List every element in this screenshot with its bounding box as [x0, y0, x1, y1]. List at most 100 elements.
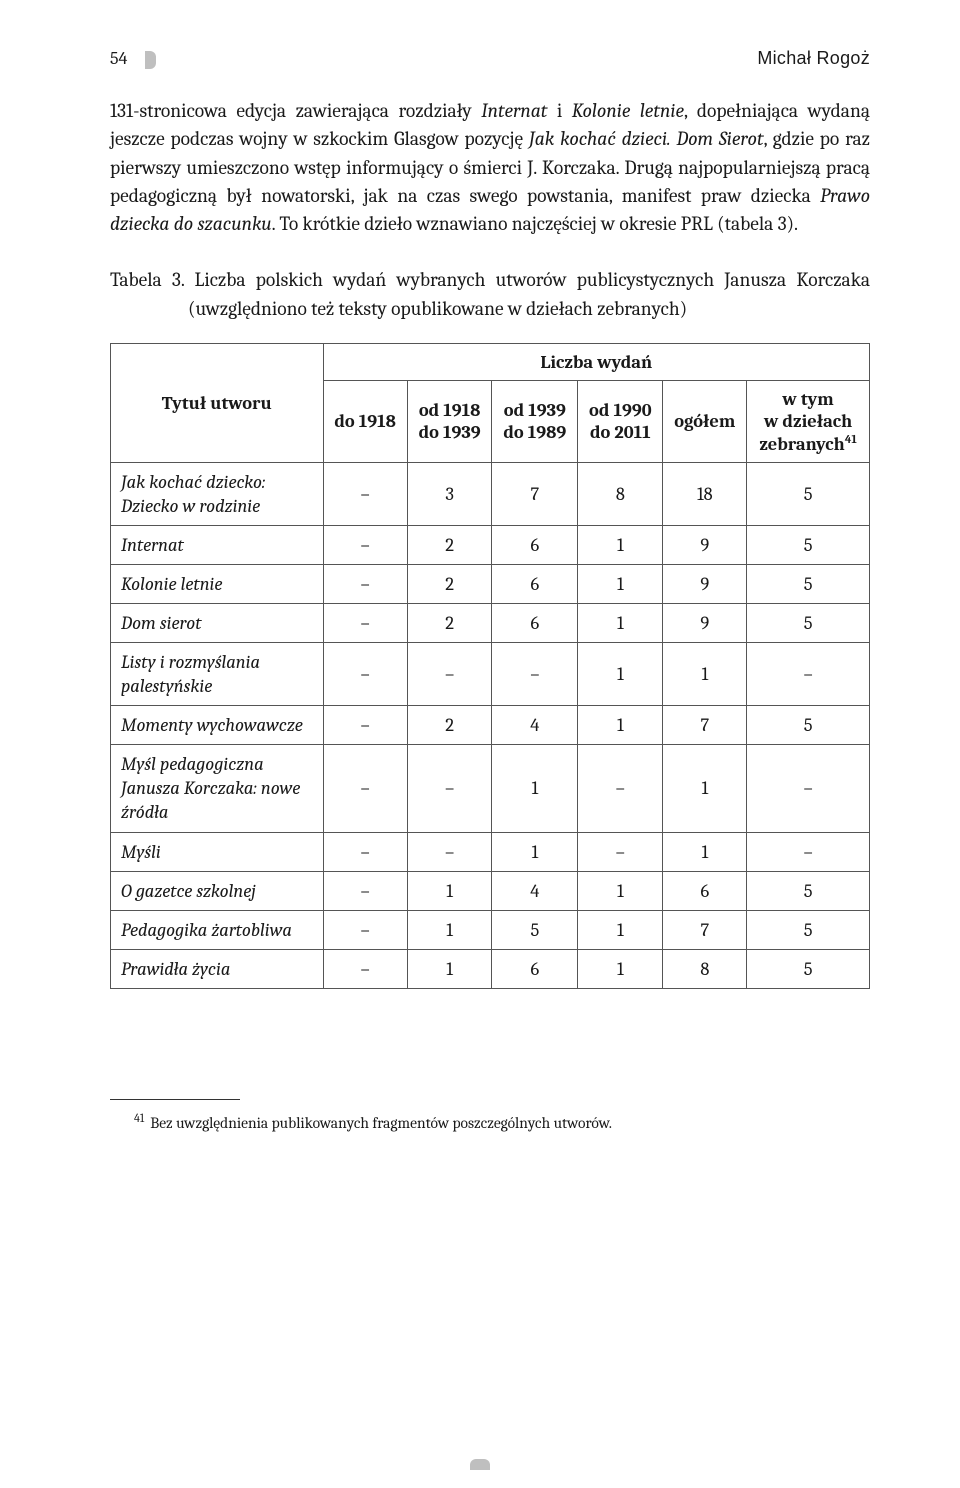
row-title-cell: Kolonie letnie: [111, 565, 324, 604]
row-value-cell: 1: [578, 910, 663, 949]
row-value-cell: 8: [663, 949, 747, 988]
col-header-period: do 1918: [323, 380, 407, 462]
row-value-cell: 1: [578, 526, 663, 565]
row-value-cell: 3: [407, 463, 492, 526]
body-paragraph: 131-stronicowa edycja zawierająca rozdzi…: [110, 97, 870, 238]
row-value-cell: –: [323, 706, 407, 745]
row-value-cell: –: [323, 832, 407, 871]
row-value-cell: –: [578, 832, 663, 871]
row-value-cell: 1: [407, 949, 492, 988]
footnote: 41Bez uwzględnienia publikowanych fragme…: [110, 1110, 870, 1135]
row-value-cell: 1: [492, 745, 578, 832]
row-title-cell: Dom sierot: [111, 604, 324, 643]
row-value-cell: 7: [663, 706, 747, 745]
row-value-cell: 9: [663, 526, 747, 565]
footnote-rule: [110, 1099, 240, 1100]
row-value-cell: 5: [747, 706, 870, 745]
row-value-cell: –: [323, 526, 407, 565]
table-body: Jak kochać dziecko: Dziecko w rodzinie–3…: [111, 463, 870, 989]
row-value-cell: 1: [663, 643, 747, 706]
row-value-cell: 6: [492, 526, 578, 565]
row-value-cell: 2: [407, 526, 492, 565]
row-value-cell: 5: [747, 526, 870, 565]
row-value-cell: 6: [492, 949, 578, 988]
row-value-cell: 1: [578, 604, 663, 643]
row-value-cell: 5: [747, 871, 870, 910]
row-value-cell: 1: [407, 871, 492, 910]
row-value-cell: –: [407, 745, 492, 832]
row-value-cell: 1: [578, 706, 663, 745]
row-value-cell: 1: [407, 910, 492, 949]
row-value-cell: 1: [663, 745, 747, 832]
table-header-row-1: Tytuł utworu Liczba wydań: [111, 343, 870, 380]
row-title-cell: Myśl pedagogiczna Janusza Korczaka: nowe…: [111, 745, 324, 832]
footnote-number: 41: [134, 1111, 150, 1125]
row-title-cell: Listy i rozmyślania palestyńskie: [111, 643, 324, 706]
row-value-cell: 2: [407, 604, 492, 643]
col-header-title: Tytuł utworu: [111, 343, 324, 462]
row-value-cell: 5: [747, 463, 870, 526]
row-title-cell: Prawidła życia: [111, 949, 324, 988]
table-row: Myśli––1–1–: [111, 832, 870, 871]
table-row: Pedagogika żartobliwa–15175: [111, 910, 870, 949]
col-header-collected: w tymw dziełachzebranych41: [747, 380, 870, 462]
row-value-cell: –: [492, 643, 578, 706]
col-header-period: od 1918do 1939: [407, 380, 492, 462]
table-row: Listy i rozmyślania palestyńskie–––11–: [111, 643, 870, 706]
row-value-cell: –: [323, 643, 407, 706]
row-value-cell: 5: [747, 565, 870, 604]
row-title-cell: Jak kochać dziecko: Dziecko w rodzinie: [111, 463, 324, 526]
col-header-period: ogółem: [663, 380, 747, 462]
running-header: 54 Michał Rogoż: [110, 48, 870, 69]
row-value-cell: 9: [663, 604, 747, 643]
row-value-cell: 6: [492, 565, 578, 604]
table-caption: Tabela 3. Liczba polskich wydań wybranyc…: [110, 266, 870, 323]
row-value-cell: 2: [407, 706, 492, 745]
row-value-cell: 1: [578, 643, 663, 706]
row-value-cell: 5: [747, 604, 870, 643]
row-value-cell: 1: [578, 949, 663, 988]
row-title-cell: Myśli: [111, 832, 324, 871]
row-value-cell: 1: [578, 565, 663, 604]
editions-table: Tytuł utworu Liczba wydań do 1918od 1918…: [110, 343, 870, 989]
table-row: Kolonie letnie–26195: [111, 565, 870, 604]
row-value-cell: –: [747, 643, 870, 706]
row-title-cell: O gazetce szkolnej: [111, 871, 324, 910]
row-value-cell: 7: [492, 463, 578, 526]
row-value-cell: –: [323, 910, 407, 949]
row-value-cell: 6: [663, 871, 747, 910]
table-row: Dom sierot–26195: [111, 604, 870, 643]
row-value-cell: 9: [663, 565, 747, 604]
row-value-cell: –: [578, 745, 663, 832]
table-row: Myśl pedagogiczna Janusza Korczaka: nowe…: [111, 745, 870, 832]
row-title-cell: Momenty wychowawcze: [111, 706, 324, 745]
table-row: Momenty wychowawcze–24175: [111, 706, 870, 745]
row-value-cell: –: [323, 871, 407, 910]
row-value-cell: 1: [663, 832, 747, 871]
table-row: Prawidła życia–16185: [111, 949, 870, 988]
row-value-cell: 1: [578, 871, 663, 910]
row-value-cell: –: [747, 832, 870, 871]
row-value-cell: –: [323, 604, 407, 643]
row-value-cell: 7: [663, 910, 747, 949]
row-value-cell: –: [407, 832, 492, 871]
row-value-cell: 18: [663, 463, 747, 526]
col-header-period: od 1939do 1989: [492, 380, 578, 462]
col-header-period: od 1990do 2011: [578, 380, 663, 462]
table-row: Jak kochać dziecko: Dziecko w rodzinie–3…: [111, 463, 870, 526]
row-title-cell: Internat: [111, 526, 324, 565]
row-value-cell: –: [323, 463, 407, 526]
row-value-cell: –: [407, 643, 492, 706]
running-author: Michał Rogoż: [757, 48, 870, 69]
row-value-cell: –: [323, 949, 407, 988]
row-value-cell: 5: [747, 910, 870, 949]
row-value-cell: –: [747, 745, 870, 832]
col-header-span: Liczba wydań: [323, 343, 869, 380]
row-value-cell: –: [323, 745, 407, 832]
row-value-cell: 4: [492, 706, 578, 745]
row-value-cell: 2: [407, 565, 492, 604]
row-value-cell: –: [323, 565, 407, 604]
table-row: Internat–26195: [111, 526, 870, 565]
header-ornament-icon: [145, 51, 156, 69]
page-number: 54: [110, 48, 156, 69]
